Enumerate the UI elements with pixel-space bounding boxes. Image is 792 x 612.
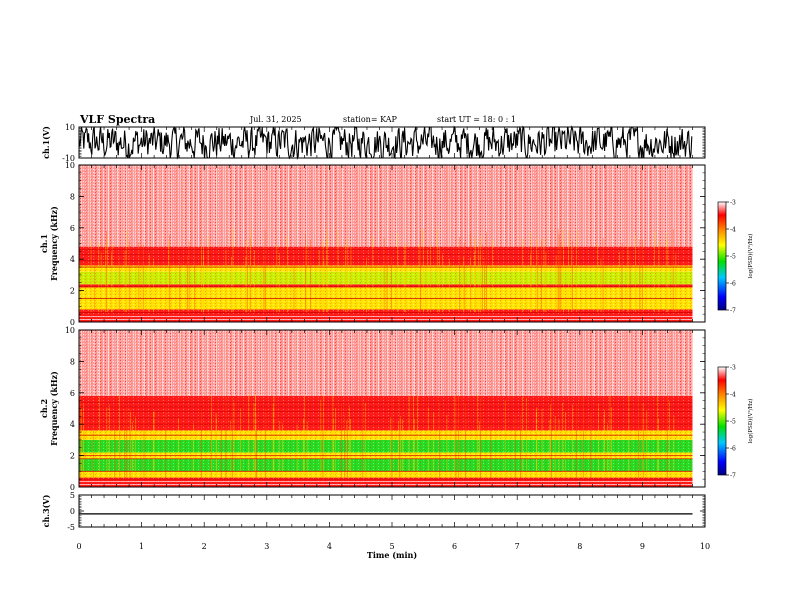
y-tick-label: 0 (70, 483, 75, 492)
spectrogram-texture (79, 296, 693, 310)
y-tick-label: 2 (70, 452, 75, 461)
spectrogram-streaks (79, 330, 693, 396)
x-tick-label: 7 (515, 542, 520, 551)
figure-title: VLF Spectra (80, 113, 156, 126)
ch3-ylabel: ch.3(V) (41, 494, 51, 527)
ch1-spectrogram-panel: 0 2 4 6 8 10 ch.1 Frequency (kHz) (39, 161, 706, 327)
x-tick-label: 1 (139, 542, 144, 551)
y-tick-label: 8 (70, 192, 75, 201)
ch3-waveform-band (79, 513, 693, 515)
x-tick-label: 0 (76, 542, 81, 551)
spectrogram-texture (79, 309, 693, 322)
colorbar-label: log(PSD)(V²/Hz) (747, 234, 754, 279)
x-tick-label: 2 (202, 542, 207, 551)
colorbar-tick-label: -3 (730, 200, 736, 207)
ch1-colorbar: -3 -4 -5 -6 -7 log(PSD)(V²/Hz) (717, 200, 754, 315)
y-tick-label: 2 (70, 287, 75, 296)
colorbar-tick-label: -3 (730, 365, 736, 372)
ch1-ylabel: ch.1(V) (41, 126, 51, 159)
panel-frame (78, 164, 706, 323)
spectrogram-ylabel-freq: Frequency (kHz) (49, 206, 59, 281)
start-time-label: start UT = 18: 0 : 1 (437, 115, 516, 124)
x-tick-label: 4 (327, 542, 332, 551)
ch2-spectrogram-panel: 0 2 4 6 8 10 ch.2 Frequency (kHz) (39, 326, 706, 492)
spectrogram-texture (79, 287, 693, 297)
panel-frame (78, 494, 706, 528)
panel-frame (78, 329, 706, 488)
colorbar-tick-label: -7 (730, 308, 736, 315)
y-tick-label: 0 (70, 507, 75, 516)
x-tick-label: 9 (640, 542, 645, 551)
colorbar-tick-label: -4 (730, 227, 736, 234)
colorbar-label: log(PSD)(V²/Hz) (747, 399, 754, 444)
spectrogram-texture (79, 439, 693, 453)
y-tick-label: 4 (70, 420, 75, 429)
y-tick-label: -10 (62, 154, 75, 163)
spectrogram-ylabel: ch.1 (39, 234, 49, 253)
spectrogram-texture (79, 458, 693, 472)
ch2-colorbar: -3 -4 -5 -6 -7 log(PSD)(V²/Hz) (717, 365, 754, 480)
colorbar-tick-label: -6 (730, 281, 736, 288)
x-tick-label: 8 (577, 542, 582, 551)
spectrogram-ylabel-freq: Frequency (kHz) (49, 371, 59, 446)
y-tick-label: 8 (70, 357, 75, 366)
spectrogram-texture (79, 271, 693, 285)
ch3-waveform-panel: 5 0 -5 ch.3(V) (41, 491, 706, 532)
ch1-waveform-line (78, 125, 693, 161)
colorbar-tick-label: -5 (730, 254, 736, 261)
panel-frame (78, 126, 706, 159)
colorbar-tick-label: -7 (730, 473, 736, 480)
station-label: station= KAP (343, 115, 397, 124)
colorbar-tick-label: -5 (730, 419, 736, 426)
time-axis: 0 1 2 3 4 5 6 7 8 9 10 Time (min) (76, 542, 710, 560)
spectrogram-texture (79, 265, 693, 272)
spectrogram-texture (79, 471, 693, 478)
y-tick-label: 10 (65, 161, 75, 170)
spectrogram-ylabel: ch.2 (39, 399, 49, 418)
x-axis-label: Time (min) (367, 550, 417, 560)
ch1-waveform-panel: 10 -10 ch.1(V) (41, 123, 706, 163)
spectrogram-texture (79, 395, 693, 431)
date-label: Jul. 31, 2025 (250, 115, 302, 124)
y-tick-label: 5 (70, 491, 75, 500)
y-tick-label: 10 (65, 326, 75, 335)
x-tick-label: 3 (264, 542, 269, 551)
y-tick-label: 6 (70, 389, 75, 398)
spectrogram-texture (79, 477, 693, 487)
y-tick-label: -5 (67, 523, 75, 532)
y-tick-label: 0 (70, 318, 75, 327)
x-tick-label: 5 (389, 542, 394, 551)
y-tick-label: 6 (70, 224, 75, 233)
spectrogram-streaks (79, 165, 693, 247)
colorbar-scale (717, 366, 727, 476)
y-tick-label: 10 (65, 123, 75, 132)
colorbar-tick-label: -4 (730, 392, 736, 399)
colorbar-scale (717, 201, 727, 311)
x-tick-label: 10 (700, 542, 710, 551)
colorbar-tick-label: -6 (730, 446, 736, 453)
x-tick-label: 6 (452, 542, 457, 551)
spectrogram-texture (79, 284, 693, 288)
y-tick-label: 4 (70, 255, 75, 264)
